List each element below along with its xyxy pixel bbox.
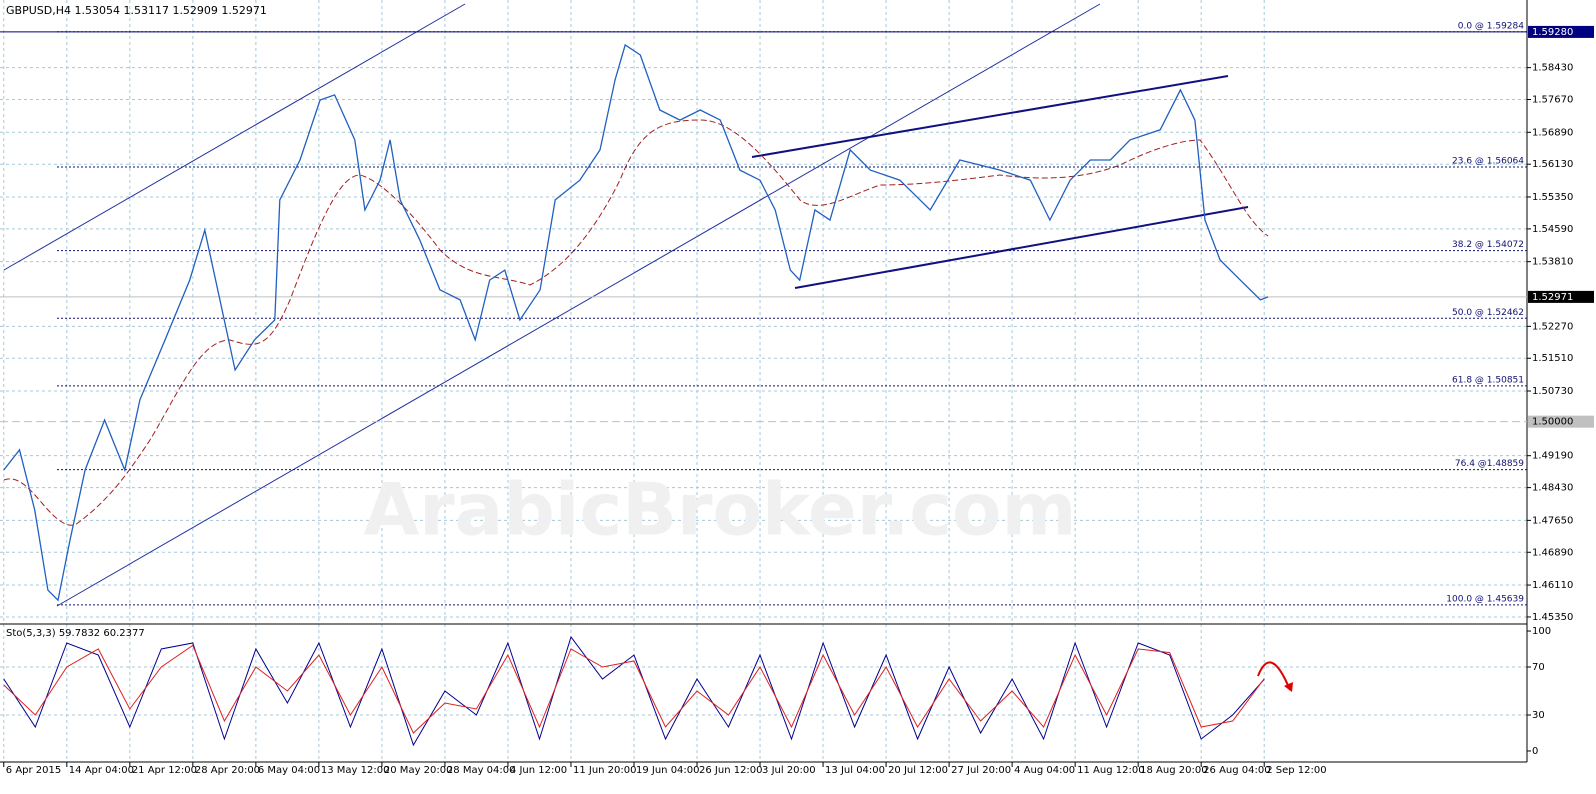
x-tick-label: 20 May 20:00 [384,765,453,776]
y-tick-label: 30 [1532,710,1545,721]
x-tick-label: 20 Jul 12:00 [888,765,948,776]
trend-line [3,3,466,271]
arrow-head [1284,682,1293,692]
y-tick-label: 1.52270 [1532,321,1573,332]
current-price-label: 1.52971 [1532,292,1573,303]
price-label: 1.50000 [1532,417,1573,428]
x-tick-label: 14 Apr 04:00 [69,765,134,776]
y-tick-label: 1.46890 [1532,547,1573,558]
x-tick-label: 6 May 04:00 [258,765,320,776]
y-tick-label: 1.53810 [1532,257,1573,268]
y-tick-label: 1.51510 [1532,353,1573,364]
fib-label: 0.0 @ 1.59284 [1458,21,1525,31]
stochastic-line [3,644,1265,734]
y-tick-label: 1.57670 [1532,95,1573,106]
x-tick-label: 26 Jun 12:00 [699,765,763,776]
x-tick-label: 2 Sep 12:00 [1266,765,1326,776]
x-tick-label: 4 Jun 12:00 [510,765,567,776]
x-tick-label: 28 Apr 20:00 [195,765,260,776]
price-label-box [1528,415,1594,428]
y-tick-label: 1.50730 [1532,386,1573,397]
x-tick-label: 18 Aug 20:00 [1140,765,1207,776]
y-tick-label: 1.47650 [1532,515,1573,526]
y-tick-label: 1.46110 [1532,580,1573,591]
chart-title: GBPUSD,H4 1.53054 1.53117 1.52909 1.5297… [6,4,267,17]
y-tick-label: 100 [1532,626,1551,637]
x-tick-label: 28 May 04:00 [447,765,516,776]
y-tick-label: 70 [1532,662,1545,673]
x-tick-label: 13 Jul 04:00 [825,765,885,776]
trend-line [794,206,1249,289]
x-tick-label: 21 Apr 12:00 [132,765,197,776]
price-line [3,43,1269,602]
fib-label: 76.4 @1.48859 [1455,459,1524,469]
y-tick-label: 1.49190 [1532,451,1573,462]
x-tick-label: 6 Apr 2015 [6,765,61,776]
y-tick-label: 1.45350 [1532,612,1573,623]
y-tick-label: 1.54590 [1532,224,1573,235]
fib-label: 23.6 @ 1.56064 [1452,156,1524,166]
indicator-title: Sto(5,3,3) 59.7832 60.2377 [6,628,145,639]
fib-label: 61.8 @ 1.50851 [1452,375,1524,385]
price-label-box [1528,25,1594,38]
x-tick-label: 3 Jul 20:00 [762,765,816,776]
y-tick-label: 0 [1532,746,1538,757]
trend-line [751,75,1229,158]
moving-average [3,119,1269,526]
y-tick-label: 1.56130 [1532,159,1573,170]
arrow [1257,661,1291,691]
x-tick-label: 26 Aug 04:00 [1203,765,1270,776]
fib-label: 50.0 @ 1.52462 [1452,308,1524,318]
y-tick-label: 1.55350 [1532,192,1573,203]
fib-label: 38.2 @ 1.54072 [1452,240,1524,250]
x-tick-label: 19 Jun 04:00 [636,765,700,776]
price-label: 1.59280 [1532,27,1573,38]
x-tick-label: 4 Aug 04:00 [1014,765,1075,776]
trend-line [56,3,1101,607]
y-tick-label: 1.58430 [1532,63,1573,74]
y-tick-label: 1.56890 [1532,127,1573,138]
y-tick-label: 1.48430 [1532,483,1573,494]
x-tick-label: 27 Jul 20:00 [951,765,1011,776]
x-tick-label: 11 Aug 12:00 [1077,765,1144,776]
x-tick-label: 11 Jun 20:00 [573,765,637,776]
watermark: ArabicBroker.com [363,468,1076,552]
x-tick-label: 13 May 12:00 [321,765,390,776]
price-label-box [1528,290,1594,303]
fib-label: 100.0 @ 1.45639 [1446,594,1524,604]
stochastic-line [3,635,1265,747]
